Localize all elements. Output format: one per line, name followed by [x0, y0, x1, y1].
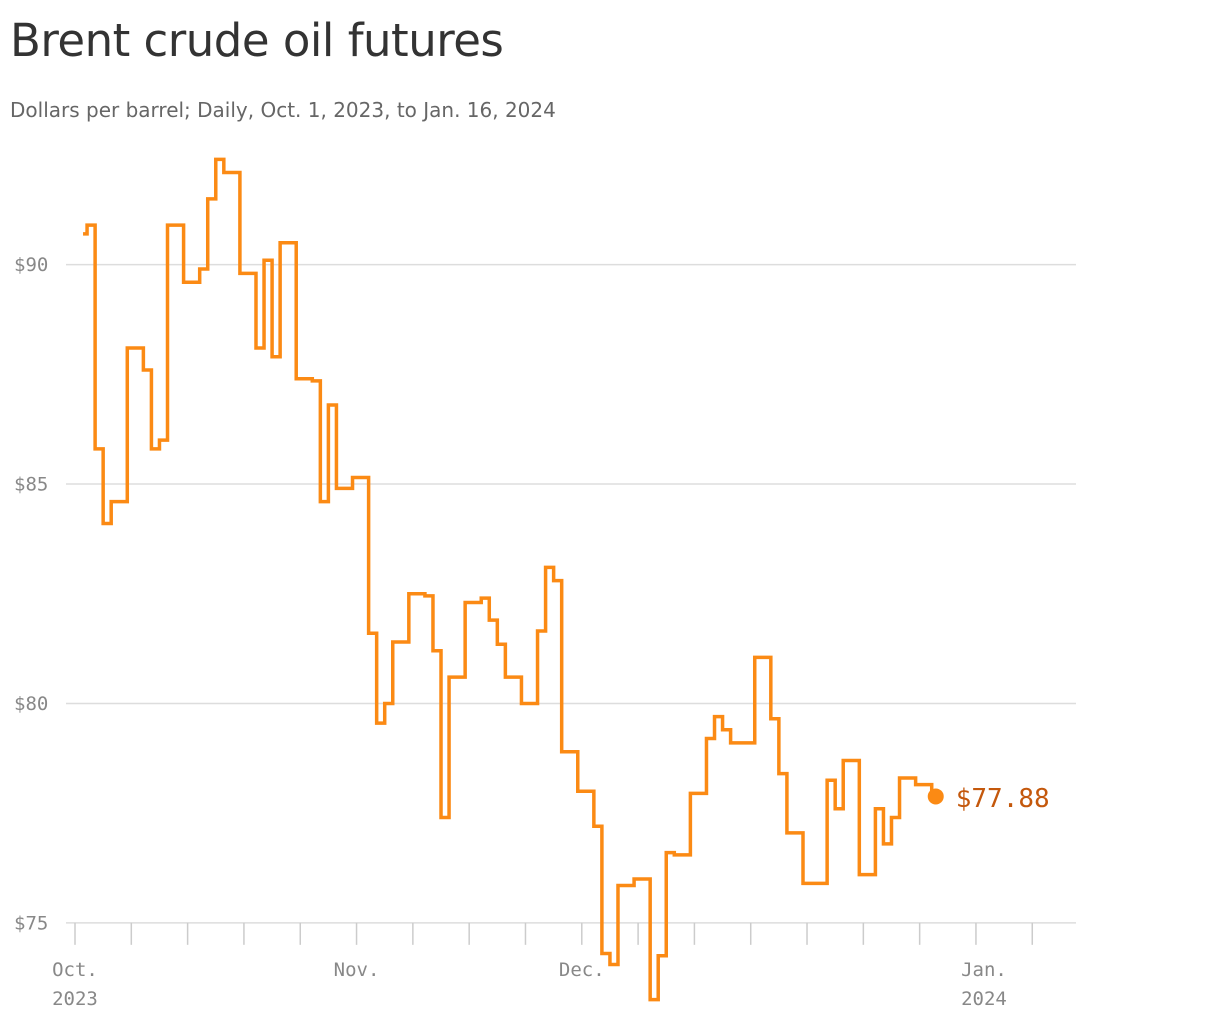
- price-line: [83, 157, 936, 1002]
- y-tick-label: $80: [14, 693, 48, 715]
- y-tick-label: $85: [14, 474, 48, 496]
- x-tick-label: Jan. 2024: [961, 959, 1007, 1010]
- chart-title: Brent crude oil futures: [10, 14, 504, 67]
- x-tick-label: Nov.: [333, 959, 380, 981]
- y-tick-label: $90: [14, 254, 48, 276]
- y-tick-label: $75: [14, 912, 48, 934]
- chart-subtitle: Dollars per barrel; Daily, Oct. 1, 2023,…: [10, 98, 556, 122]
- end-dot: [927, 788, 944, 805]
- x-tick-label: Dec.: [558, 959, 605, 981]
- end-label: $77.88: [956, 784, 1050, 814]
- x-tick-label: Oct. 2023: [52, 959, 98, 1010]
